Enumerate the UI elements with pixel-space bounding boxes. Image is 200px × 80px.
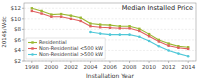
legend: ResidentialNon-Residential <500 kWNon-Re… (26, 38, 105, 59)
point (50, 16, 52, 18)
x-tick-label: 2008 (123, 64, 137, 70)
point (89, 31, 92, 34)
point (40, 12, 42, 14)
point (31, 10, 33, 12)
chart: $2 $4 $6 $8 $10 $12 1998 2000 2002 2004 2006 2008 20… (0, 0, 200, 80)
point (158, 45, 161, 48)
x-tick-label: 1998 (25, 64, 39, 70)
y-tick-label: $8 (14, 26, 21, 32)
point (128, 33, 131, 36)
point (138, 28, 140, 30)
legend-marker (31, 47, 33, 49)
point (70, 18, 72, 20)
point (50, 13, 52, 15)
point (187, 48, 189, 50)
point (89, 22, 91, 24)
legend-label: Non-Residential >500 kW (39, 51, 103, 57)
x-axis-label: Installation Year (86, 72, 134, 79)
x-tick-label: 2012 (162, 64, 176, 70)
point (99, 32, 102, 35)
point (79, 17, 81, 19)
grid-line (24, 18, 196, 19)
point (31, 7, 33, 9)
y-tick-label: $2 (14, 58, 21, 64)
point (99, 26, 101, 28)
point (167, 45, 169, 47)
point (119, 25, 121, 27)
x-tick-label: 2006 (103, 64, 117, 70)
legend-marker (31, 53, 34, 56)
grid-line (24, 29, 196, 30)
x-tick-label: 2010 (142, 64, 156, 70)
legend-swatch (28, 48, 37, 49)
point (109, 24, 111, 26)
point (109, 27, 111, 29)
legend-marker (31, 41, 33, 43)
point (128, 27, 130, 29)
point (148, 40, 151, 43)
point (118, 33, 121, 36)
point (167, 49, 170, 52)
point (89, 25, 91, 27)
point (148, 35, 150, 37)
title: Median Installed Price (122, 4, 193, 12)
point (109, 33, 112, 36)
y-axis-label: 2014$/Wdc (1, 16, 7, 47)
series-line (32, 8, 188, 47)
point (177, 52, 180, 55)
x-tick-label: 2000 (44, 64, 58, 70)
x-tick-label: 2002 (64, 64, 78, 70)
x-tick-label: 2014 (181, 64, 195, 70)
y-tick-label: $10 (11, 16, 22, 22)
y-tick-label: $12 (11, 5, 22, 11)
point (119, 27, 121, 29)
point (187, 55, 190, 58)
legend-swatch (28, 42, 37, 43)
point (79, 20, 81, 22)
plot-frame (24, 3, 196, 61)
point (138, 30, 140, 32)
series-line (32, 11, 188, 49)
point (158, 40, 160, 42)
point (40, 10, 42, 12)
point (148, 33, 150, 35)
legend-box (26, 38, 105, 59)
point (60, 13, 62, 15)
point (99, 23, 101, 25)
point (70, 14, 72, 16)
point (177, 47, 179, 49)
y-tick-label: $4 (14, 47, 21, 53)
point (138, 35, 141, 38)
legend-swatch (28, 54, 37, 55)
point (167, 42, 169, 44)
point (60, 16, 62, 18)
plot-area (31, 7, 190, 57)
point (128, 25, 130, 27)
y-tick-label: $6 (14, 37, 21, 43)
x-tick-label: 2004 (83, 64, 97, 70)
